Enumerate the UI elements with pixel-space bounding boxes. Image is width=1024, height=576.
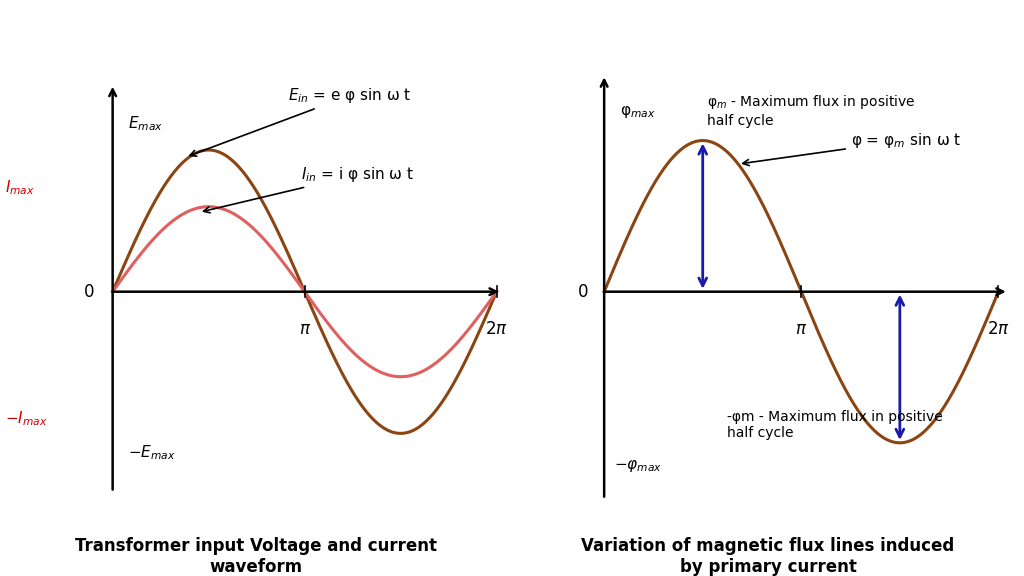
Text: Variation of magnetic flux lines induced
by primary current: Variation of magnetic flux lines induced… — [582, 537, 954, 576]
Text: φ$_{max}$: φ$_{max}$ — [620, 104, 655, 120]
Text: 0: 0 — [579, 283, 589, 301]
Text: $E_{in}$ = e φ sin ω t: $E_{in}$ = e φ sin ω t — [189, 86, 412, 156]
Text: $-φ_{max}$: $-φ_{max}$ — [614, 458, 663, 475]
Text: $2\pi$: $2\pi$ — [485, 320, 508, 338]
Text: 0: 0 — [84, 283, 94, 301]
Text: $2\pi$: $2\pi$ — [987, 320, 1010, 338]
Text: $I_{max}$: $I_{max}$ — [5, 179, 35, 197]
Text: $-I_{max}$: $-I_{max}$ — [5, 410, 48, 429]
Text: $\pi$: $\pi$ — [796, 320, 807, 338]
Text: -φm - Maximum flux in positive
half cycle: -φm - Maximum flux in positive half cycl… — [727, 410, 943, 440]
Text: $E_{max}$: $E_{max}$ — [128, 115, 163, 134]
Text: $\pi$: $\pi$ — [299, 320, 310, 338]
Text: φ = φ$_m$ sin ω t: φ = φ$_m$ sin ω t — [742, 131, 962, 166]
Text: Transformer input Voltage and current
waveform: Transformer input Voltage and current wa… — [75, 537, 437, 576]
Text: φ$_m$ - Maximum flux in positive
half cycle: φ$_m$ - Maximum flux in positive half cy… — [707, 93, 915, 127]
Text: $-E_{max}$: $-E_{max}$ — [128, 443, 176, 461]
Text: $I_{in}$ = i φ sin ω t: $I_{in}$ = i φ sin ω t — [204, 165, 415, 213]
